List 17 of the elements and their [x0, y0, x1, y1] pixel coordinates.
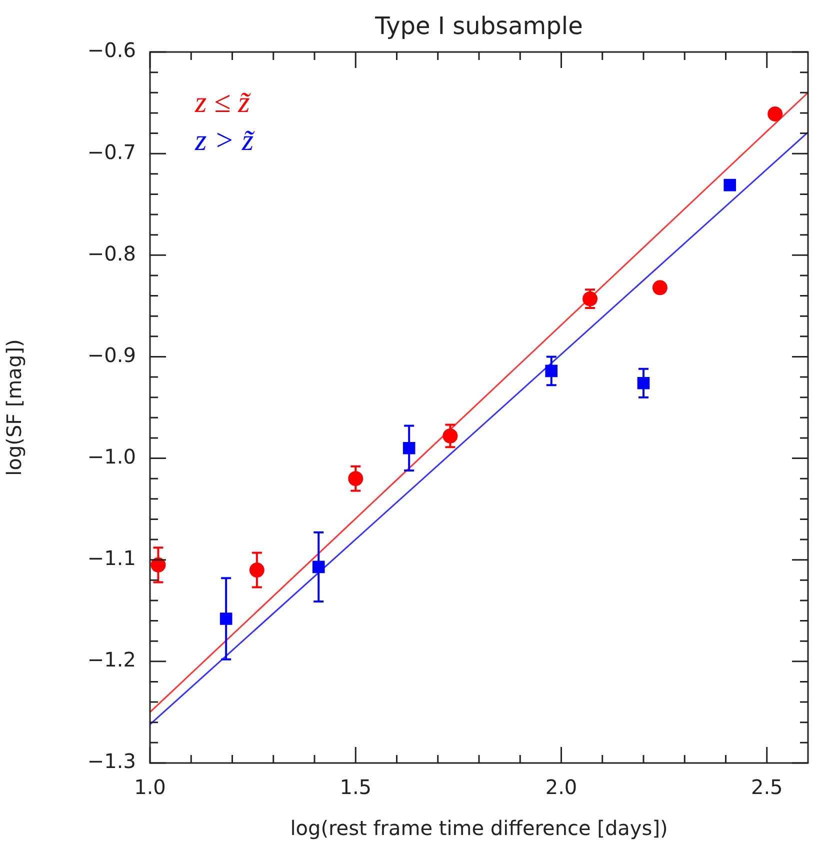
chart-title: Type I subsample: [374, 12, 583, 40]
x-tick-label: 2.0: [545, 775, 578, 800]
y-tick-label: −0.9: [87, 342, 136, 367]
y-tick-label: −1.1: [87, 546, 136, 570]
y-tick-label: −0.6: [87, 38, 136, 62]
y-tick-label: −1.0: [87, 444, 136, 468]
x-tick-label: 1.5: [340, 775, 372, 800]
y-axis-title: log(SF [mag]): [2, 339, 26, 476]
y-tick-label: −0.8: [87, 241, 136, 266]
y-tick-label: −1.3: [87, 749, 136, 774]
text: z > z̃: [194, 124, 255, 157]
x-tick-label: 1.0: [134, 775, 166, 800]
y-tick-label: −1.2: [87, 648, 136, 672]
x-axis-title: log(rest frame time difference [days]): [290, 816, 668, 840]
x-tick-label: 2.5: [750, 775, 783, 800]
text: z ≤ z̃: [194, 86, 252, 119]
y-tick-label: −0.7: [87, 140, 136, 164]
